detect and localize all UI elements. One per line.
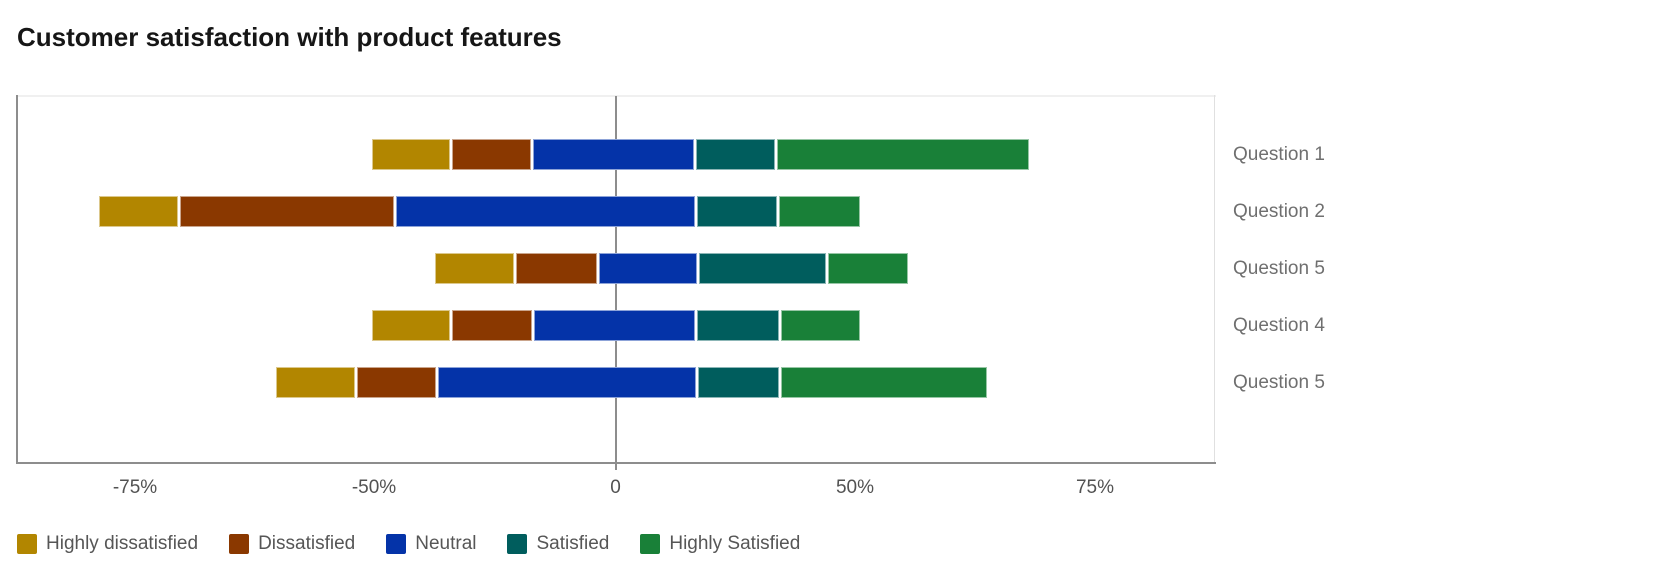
legend-label: Highly dissatisfied [46, 533, 199, 554]
legend-swatch-icon [386, 534, 407, 554]
legend-item[interactable]: Satisfied [507, 533, 609, 555]
bar-segment[interactable] [696, 139, 775, 170]
bar-segment[interactable] [698, 253, 827, 284]
bar-segment[interactable] [372, 139, 451, 170]
legend-swatch-icon [507, 534, 528, 554]
chart-title: Customer satisfaction with product featu… [17, 22, 562, 52]
axis-line-y [16, 95, 18, 464]
bar-segment[interactable] [697, 310, 779, 341]
category-label: Question 4 [1233, 314, 1325, 336]
bar-segment[interactable] [697, 196, 778, 227]
legend-label: Neutral [415, 533, 477, 554]
legend-swatch-icon [229, 534, 250, 554]
legend-item[interactable]: Dissatisfied [229, 533, 355, 555]
category-label: Question 2 [1233, 200, 1325, 222]
x-tick-label: -75% [112, 477, 158, 498]
bar-segment[interactable] [828, 253, 908, 284]
bar-segment[interactable] [698, 367, 779, 398]
legend-item[interactable]: Neutral [386, 533, 476, 555]
bar-segment[interactable] [372, 310, 451, 341]
category-label: Question 5 [1233, 371, 1325, 393]
bar-segment[interactable] [179, 196, 395, 227]
legend-item[interactable]: Highly dissatisfied [17, 533, 198, 555]
category-label: Question 5 [1233, 257, 1325, 279]
plot-border-right [1214, 95, 1215, 464]
bar-segment[interactable] [780, 367, 988, 398]
bar-segment[interactable] [452, 310, 533, 341]
bar-segment[interactable] [435, 253, 514, 284]
x-tick-label: 75% [1075, 477, 1115, 498]
legend-swatch-icon [640, 534, 661, 554]
bar-segment[interactable] [779, 196, 860, 227]
legend-label: Satisfied [536, 533, 610, 554]
bar-segment[interactable] [275, 367, 355, 398]
x-tick-label: 50% [835, 477, 875, 498]
bar-segment[interactable] [396, 196, 696, 227]
legend-swatch-icon [17, 534, 37, 554]
bar-segment[interactable] [515, 253, 598, 284]
legend-item[interactable]: Highly Satisfied [640, 533, 800, 555]
bar-segment[interactable] [452, 139, 532, 170]
bar-segment[interactable] [356, 367, 437, 398]
x-tick-label: -50% [351, 477, 397, 498]
legend: Highly dissatisfied Dissatisfied Neutral Sa… [17, 533, 800, 555]
bar-segment[interactable] [599, 253, 697, 284]
category-label: Question 1 [1233, 143, 1325, 165]
legend-label: Dissatisfied [258, 533, 356, 554]
bar-segment[interactable] [98, 196, 178, 227]
legend-label: Highly Satisfied [669, 533, 801, 554]
bar-segment[interactable] [776, 139, 1029, 170]
bar-segment[interactable] [533, 139, 695, 170]
bar-segment[interactable] [534, 310, 696, 341]
x-tick-label: 0 [610, 477, 621, 498]
bar-segment[interactable] [438, 367, 697, 398]
bar-segment[interactable] [780, 310, 860, 341]
